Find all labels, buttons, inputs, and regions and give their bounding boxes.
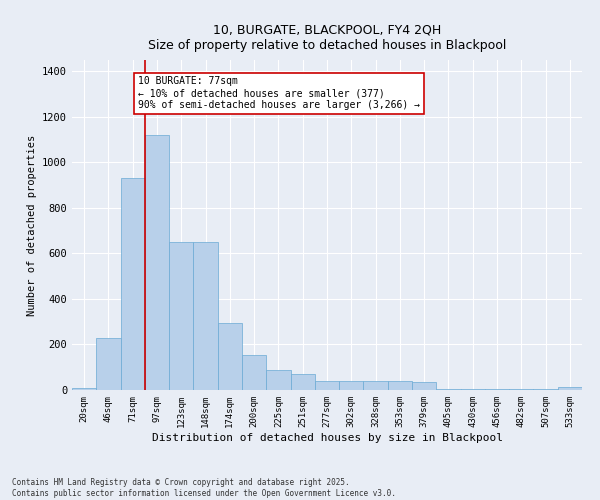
X-axis label: Distribution of detached houses by size in Blackpool: Distribution of detached houses by size …	[151, 432, 503, 442]
Bar	[169, 242, 193, 390]
Bar	[145, 135, 169, 390]
Bar	[290, 374, 315, 390]
Y-axis label: Number of detached properties: Number of detached properties	[26, 134, 37, 316]
Bar	[436, 389, 461, 390]
Bar	[412, 382, 436, 390]
Bar	[558, 386, 582, 390]
Bar	[364, 381, 388, 390]
Bar	[72, 388, 96, 390]
Bar	[315, 381, 339, 390]
Text: 10 BURGATE: 77sqm
← 10% of detached houses are smaller (377)
90% of semi-detache: 10 BURGATE: 77sqm ← 10% of detached hous…	[139, 76, 420, 110]
Text: Contains HM Land Registry data © Crown copyright and database right 2025.
Contai: Contains HM Land Registry data © Crown c…	[12, 478, 396, 498]
Bar	[339, 382, 364, 390]
Bar	[266, 370, 290, 390]
Bar	[388, 381, 412, 390]
Bar	[193, 242, 218, 390]
Title: 10, BURGATE, BLACKPOOL, FY4 2QH
Size of property relative to detached houses in : 10, BURGATE, BLACKPOOL, FY4 2QH Size of …	[148, 24, 506, 52]
Bar	[242, 354, 266, 390]
Bar	[485, 389, 509, 390]
Bar	[218, 323, 242, 390]
Bar	[96, 338, 121, 390]
Bar	[533, 389, 558, 390]
Bar	[461, 389, 485, 390]
Bar	[509, 389, 533, 390]
Bar	[121, 178, 145, 390]
